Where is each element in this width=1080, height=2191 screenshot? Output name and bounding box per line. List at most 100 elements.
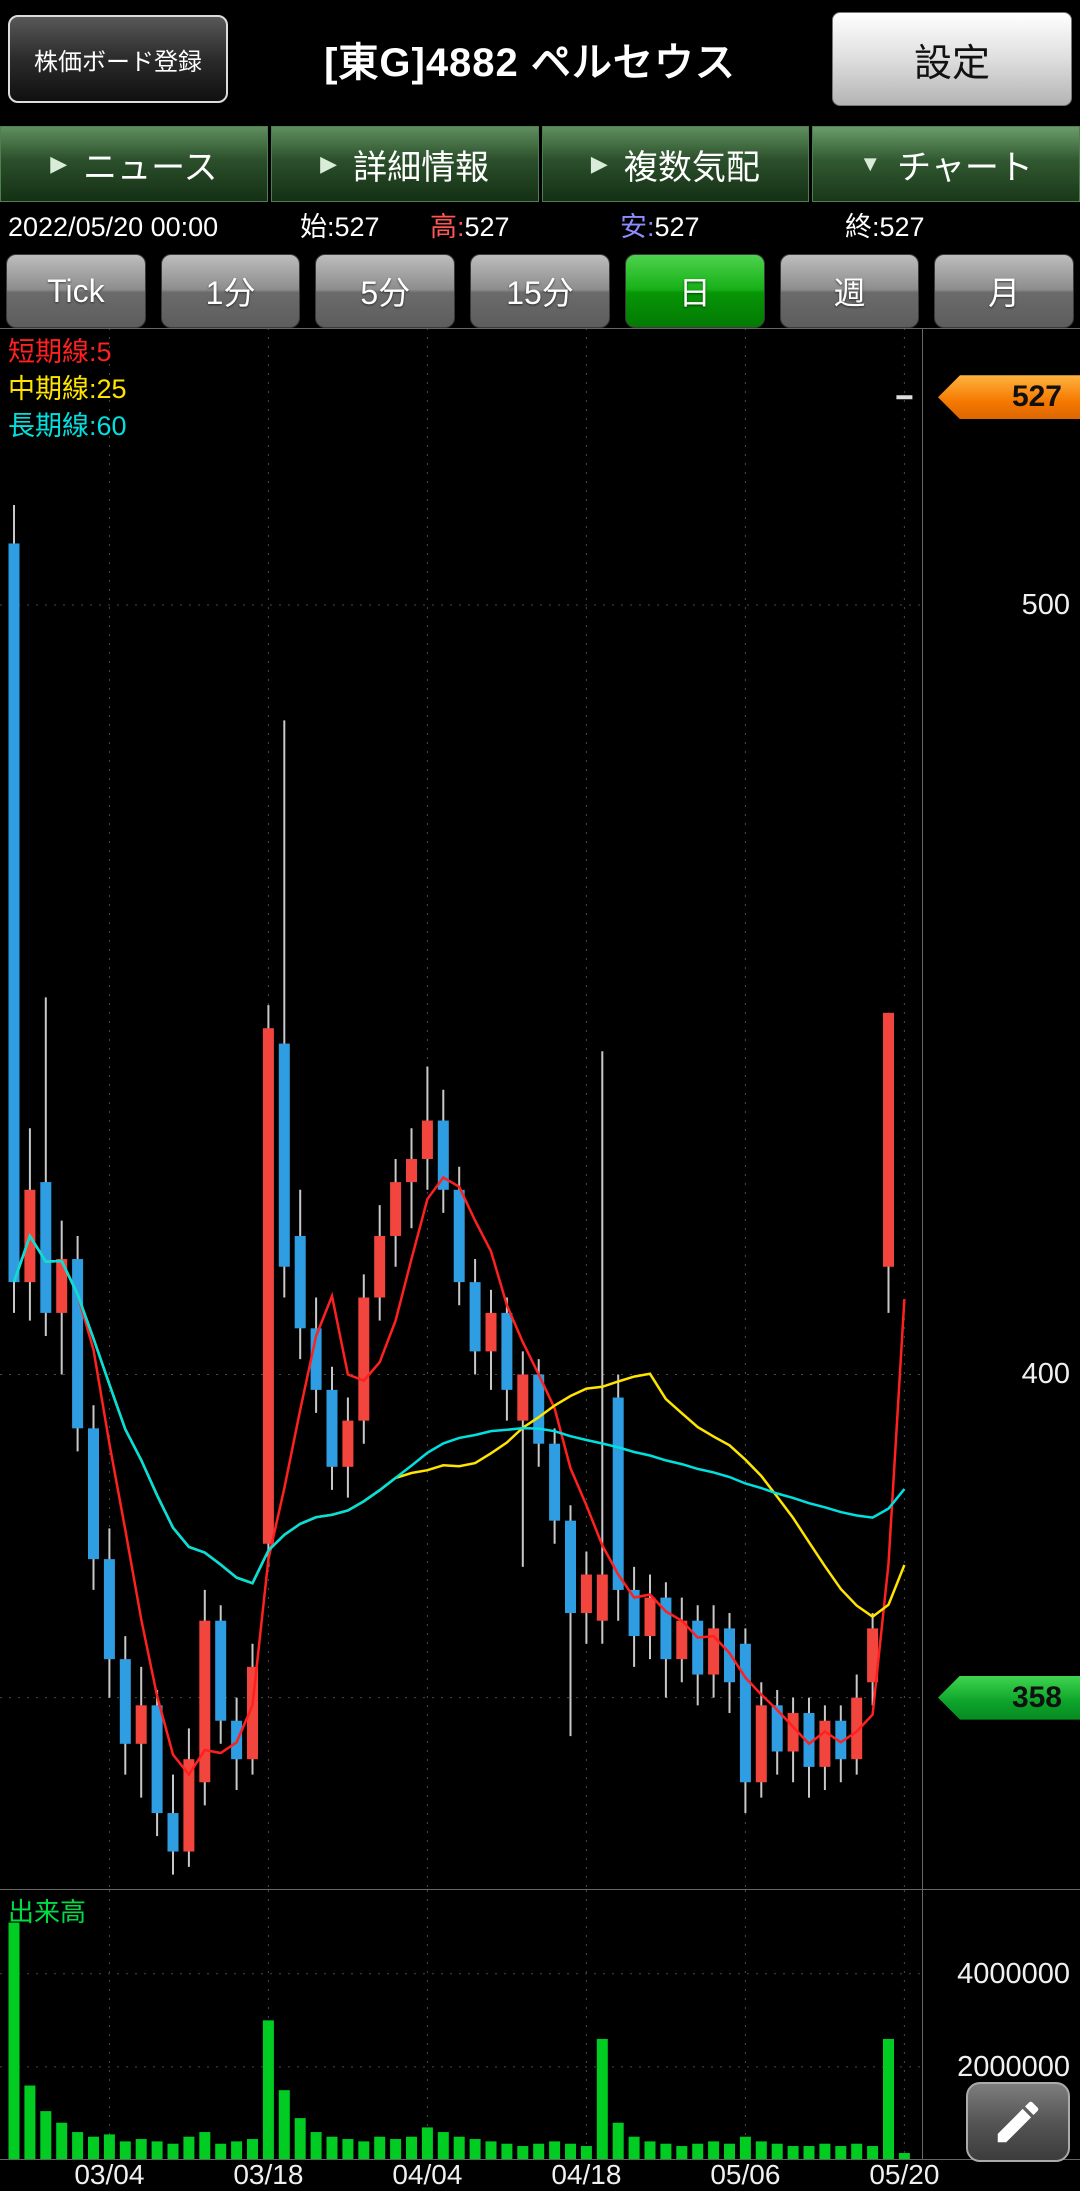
ma-legend-5: 短期線:5 [8,337,112,367]
x-axis-label: 03/04 [74,2159,145,2190]
volume-bar [231,2141,243,2160]
candle-body [580,1574,592,1613]
candle-body [262,1028,274,1544]
volume-bar [453,2136,465,2160]
candle-body [310,1328,322,1390]
volume-bar [787,2146,799,2160]
candle-body [676,1620,688,1660]
candle-body [199,1620,211,1783]
candle-body [644,1597,656,1637]
x-axis-label: 05/20 [869,2159,940,2190]
candle-body [151,1705,163,1814]
candle-body [437,1120,449,1190]
volume-bar [660,2143,672,2160]
candle-body [406,1159,417,1183]
volume-bar [549,2141,561,2160]
volume-bar [374,2136,386,2160]
candle-body [708,1628,720,1675]
info-close: 終:527 [845,208,925,246]
timeframe-tick[interactable]: Tick [6,254,146,328]
volume-bar [88,2136,99,2160]
header: 株価ボード登録 [東G]4882 ペルセウス 設定 [0,0,1080,118]
candle-body [56,1259,68,1313]
volume-bar [803,2146,815,2160]
x-axis-label: 05/06 [710,2159,781,2190]
volume-bar [612,2122,624,2160]
board-register-button[interactable]: 株価ボード登録 [8,15,228,103]
candle-body [215,1620,227,1721]
volume-bar [628,2136,640,2160]
pencil-icon [997,2101,1039,2143]
volume-bar [278,2090,290,2160]
volume-bar [724,2143,735,2160]
volume-bar [437,2132,449,2160]
volume-bar [310,2132,322,2160]
volume-bar [390,2139,402,2160]
candle-body [501,1312,513,1390]
info-open-label: 始: [300,212,335,242]
candle-body [374,1235,386,1298]
volume-axis-label: 4000000 [957,1957,1070,1990]
volume-bar [326,2136,338,2160]
tab-label: ニュース [83,148,218,187]
tab-label: 複数気配 [623,148,760,187]
current-price-tag: 527 [938,375,1080,420]
info-high: 高:527 [430,208,510,246]
chevron-right-icon: ▶ [320,151,338,176]
volume-bar [533,2143,545,2160]
tab-detail-info[interactable]: ▶ 詳細情報 [270,126,539,202]
volume-bar [739,2136,751,2160]
ma-line-5 [12,1175,906,1777]
candle-body [612,1397,624,1590]
timeframe-week[interactable]: 週 [779,254,920,328]
timeframe-1min[interactable]: 1分 [160,254,301,328]
volume-bar [183,2136,195,2160]
info-close-label: 終: [845,212,880,242]
volume-bar [485,2141,497,2160]
volume-bar [262,2020,274,2160]
info-low-label: 安: [620,212,655,242]
tab-news[interactable]: ▶ ニュース [0,126,268,202]
volume-bar [103,2134,115,2160]
volume-bar [755,2141,767,2160]
price-chart[interactable] [0,328,1080,1890]
candle-body [835,1720,847,1760]
volume-bar [596,2038,608,2160]
settings-button[interactable]: 設定 [832,12,1072,106]
candle-body [692,1620,704,1675]
candle-body [453,1189,465,1283]
price-axis-label: 500 [1021,589,1070,621]
ma-legend-60: 長期線:60 [8,411,127,441]
info-high-label: 高: [430,212,465,242]
tab-chart[interactable]: ▼ チャート [812,126,1080,202]
candle-body [119,1659,131,1744]
volume-bar [342,2139,354,2160]
ma-line-60 [12,1233,906,1585]
timeframe-day[interactable]: 日 [624,254,765,328]
timeframe-15min[interactable]: 15分 [470,254,610,328]
candle-body [596,1574,608,1621]
candle-body [390,1182,402,1236]
timeframe-5min[interactable]: 5分 [315,254,456,328]
price-chart-section: 短期線:5 中期線:25 長期線:60 500 400 527 358 [0,328,1080,1890]
price-axis-label: 400 [1021,1358,1070,1391]
candle-body [72,1259,84,1429]
volume-bar [580,2146,592,2160]
volume-bar [40,2111,52,2160]
timeframe-bar: Tick 1分 5分 15分日週月 [0,254,1080,328]
ma-legend: 短期線:5 中期線:25 長期線:60 [8,334,127,445]
candle-body [533,1374,545,1444]
candle-body [247,1666,258,1760]
tab-multi-quote[interactable]: ▶ 複数気配 [541,126,810,202]
volume-bar [119,2141,131,2160]
draw-tool-button[interactable] [966,2082,1070,2162]
candle-body [867,1628,879,1683]
quote-datetime: 2022/05/20 00:00 [8,212,219,242]
timeframe-month[interactable]: 月 [934,254,1075,328]
volume-chart[interactable] [0,1890,1080,2160]
candle-body [183,1759,195,1852]
candle-body [660,1597,672,1660]
candle-body [755,1705,767,1783]
candle-body [628,1589,640,1637]
candle-body [851,1697,863,1760]
